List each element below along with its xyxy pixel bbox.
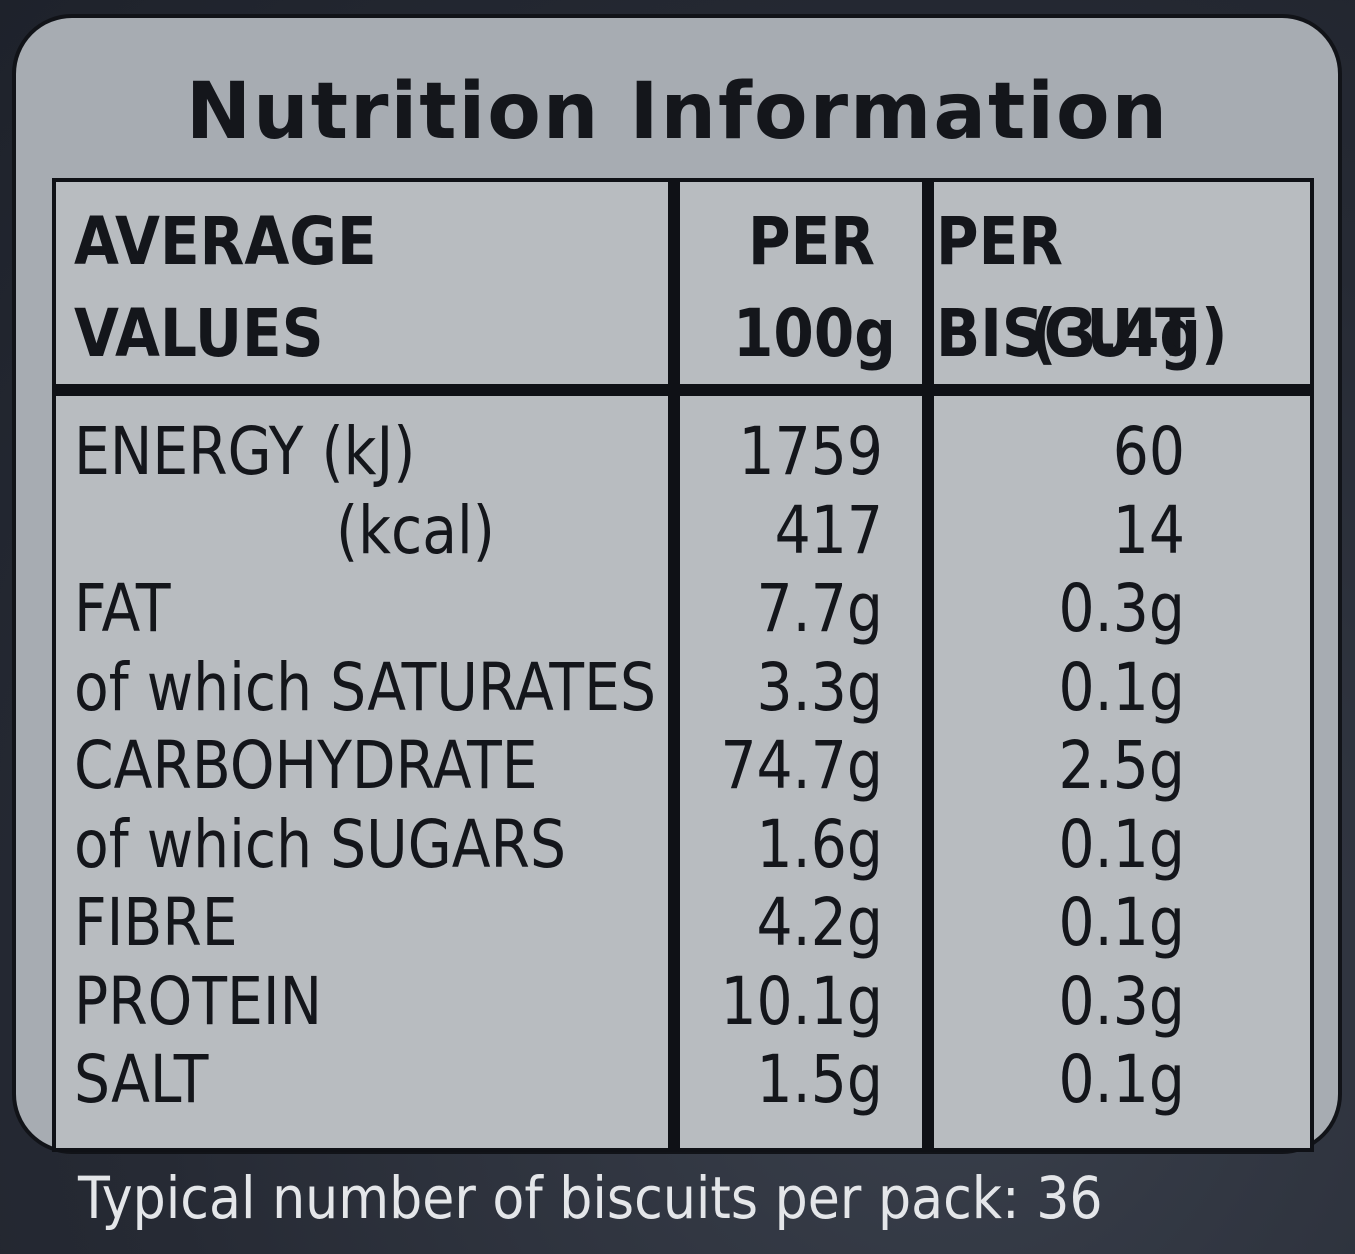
column-divider-1	[668, 178, 680, 1152]
row-label: of which SUGARS	[74, 805, 567, 883]
row-value-per-100g: 10.1g	[720, 962, 883, 1040]
row-value-per-biscuit: 0.1g	[1058, 884, 1185, 961]
row-label: of which SATURATES	[74, 648, 656, 726]
header-values: VALUES	[74, 295, 324, 372]
row-label: (kcal)	[336, 491, 495, 569]
header-divider	[52, 384, 1314, 396]
row-label: ENERGY (kJ)	[74, 413, 416, 490]
row-value-per-biscuit: 0.3g	[1058, 962, 1185, 1040]
row-value-per-biscuit: 0.3g	[1058, 570, 1185, 647]
row-value-per-100g: 4.2g	[756, 884, 883, 961]
header-biscuit-weight: (3.4g)	[1030, 295, 1228, 372]
column-divider-2	[922, 178, 934, 1152]
biscuits-per-pack: Typical number of biscuits per pack: 36	[78, 1164, 1103, 1232]
row-value-per-100g: 1759	[738, 413, 883, 490]
row-value-per-biscuit: 0.1g	[1058, 805, 1185, 883]
header-100g: 100g	[733, 295, 896, 372]
row-value-per-biscuit: 2.5g	[1058, 727, 1185, 804]
row-label: SALT	[74, 1041, 209, 1118]
row-value-per-100g: 3.3g	[756, 648, 883, 726]
row-label: CARBOHYDRATE	[74, 727, 538, 804]
row-value-per-biscuit: 0.1g	[1058, 648, 1185, 726]
row-value-per-100g: 417	[774, 491, 883, 569]
row-value-per-100g: 1.5g	[756, 1041, 883, 1118]
header-per-biscuit: PER BISCUIT	[936, 203, 1195, 372]
header-average: AVERAGE	[74, 203, 377, 280]
nutrition-title: Nutrition Information	[185, 67, 1170, 157]
row-value-per-biscuit: 60	[1112, 413, 1185, 490]
row-label: PROTEIN	[74, 962, 323, 1040]
row-label: FAT	[74, 570, 171, 647]
row-label: FIBRE	[74, 884, 238, 961]
row-value-per-biscuit: 0.1g	[1058, 1041, 1185, 1118]
row-value-per-100g: 74.7g	[720, 727, 883, 804]
row-value-per-100g: 7.7g	[756, 570, 883, 647]
nutrition-table	[52, 178, 1314, 1152]
header-per: PER	[748, 203, 875, 280]
row-value-per-100g: 1.6g	[756, 805, 883, 883]
row-value-per-biscuit: 14	[1112, 491, 1185, 569]
